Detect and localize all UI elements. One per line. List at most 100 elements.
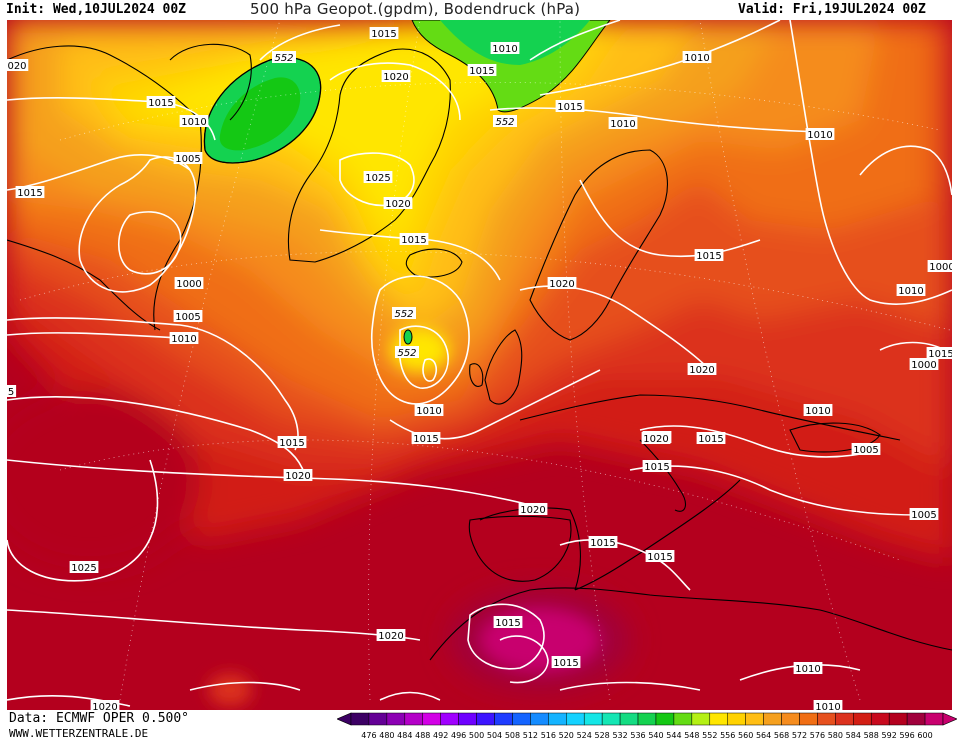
- isobar-label-bg: [277, 436, 307, 448]
- contour-label-bg: [272, 51, 296, 63]
- isobar-label: 1010: [181, 117, 206, 128]
- isobar-label-bg: [803, 404, 833, 416]
- scale-arrow-low: [337, 712, 352, 726]
- scale-swatch: [637, 712, 657, 726]
- isobar-label-bg: [518, 503, 548, 515]
- valid-time-label: Valid: Fri,19JUL2024 00Z: [738, 2, 926, 17]
- scale-swatch: [458, 712, 477, 726]
- isobar-label: 1020: [285, 471, 310, 482]
- isobar-label-bg: [813, 700, 843, 710]
- scale-swatch: [781, 712, 800, 726]
- scale-tick-label: 600: [917, 731, 932, 740]
- contour-labels: 552 552 552 552: [272, 51, 517, 359]
- isobar-label-bg: [490, 42, 520, 54]
- isobar-label: 1020: [92, 702, 117, 710]
- scale-swatch: [691, 712, 711, 726]
- isobar-label-bg: [645, 550, 675, 562]
- isobar-label: 1010: [610, 119, 635, 130]
- scale-tick-label: 488: [415, 731, 430, 740]
- isobar-label: 1000: [176, 279, 201, 290]
- isobar-label: 1020: [549, 279, 574, 290]
- isobar-label: 1010: [416, 406, 441, 417]
- isobar-label-bg: [682, 51, 712, 63]
- scale-tick-label: 508: [505, 731, 520, 740]
- contour-label-bg: [493, 115, 517, 127]
- scale-swatch: [422, 712, 441, 726]
- scale-tick-label: 572: [792, 731, 807, 740]
- isobar-label-bg: [7, 59, 29, 71]
- scale-swatch: [512, 712, 531, 726]
- contour-label: 552: [394, 309, 413, 320]
- isobar-label: 1020: [520, 505, 545, 516]
- isobar-label-bg: [896, 284, 926, 296]
- chart-title: 500 hPa Geopot.(gpdm), Bodendruck (hPa): [250, 0, 581, 18]
- italy-coast: [639, 439, 686, 512]
- isobar-label-bg: [555, 100, 585, 112]
- geopotential-contours: [203, 57, 322, 164]
- isobar-label-bg: [15, 186, 45, 198]
- isobar-label-bg: [179, 115, 209, 127]
- isobar-label-bg: [909, 358, 939, 370]
- isobar-label: 1025: [71, 563, 96, 574]
- isobar-label: 1020: [383, 72, 408, 83]
- africa-coast: [429, 587, 952, 661]
- isobar-label-bg: [805, 128, 835, 140]
- scale-tick-label: 520: [559, 731, 574, 740]
- scale-swatch: [530, 712, 549, 726]
- isobar-label-bg: [69, 561, 99, 573]
- isobar-label: 1015: [696, 251, 721, 262]
- scale-swatch: [835, 712, 854, 726]
- isobar-label: 1015: [647, 552, 672, 563]
- greenland-coast: [287, 48, 451, 263]
- isobar-label-bg: [383, 197, 413, 209]
- scale-tick-label: 500: [469, 731, 484, 740]
- contour-label: 552: [495, 117, 514, 128]
- scandinavia-coast: [529, 149, 668, 341]
- isobar-label: 1015: [279, 438, 304, 449]
- scale-swatch: [888, 712, 908, 726]
- contour-label-bg: [392, 307, 416, 319]
- isobar-label-bg: [926, 347, 952, 359]
- site-url[interactable]: WWW.WETTERZENTRALE.DE: [9, 727, 149, 740]
- scale-tick-label: 504: [487, 731, 502, 740]
- isobar-label-bg: [7, 385, 17, 397]
- isobar-label: 1020: [378, 631, 403, 642]
- scale-tick-label: 540: [648, 731, 663, 740]
- isobar-label-bg: [381, 70, 411, 82]
- scale-tick-label: 496: [451, 731, 466, 740]
- isobar-label: 1020: [385, 199, 410, 210]
- contour-label: 552: [397, 348, 416, 359]
- scale-swatch: [368, 712, 388, 726]
- isobar-label-bg: [551, 656, 581, 668]
- isobar-label-bg: [173, 310, 203, 322]
- scale-tick-label: 544: [666, 731, 681, 740]
- isobar-label: 1000: [929, 262, 952, 273]
- isobar-label-bg: [174, 277, 204, 289]
- scale-swatch: [799, 712, 818, 726]
- scale-swatch: [350, 712, 370, 726]
- scale-swatch: [601, 712, 621, 726]
- isobar-label-bg: [173, 152, 203, 164]
- contour-label-bg: [395, 346, 419, 358]
- scale-swatch: [745, 712, 764, 726]
- isobar-label-bg: [909, 508, 939, 520]
- isobar-label-bg: [363, 171, 393, 183]
- scale-swatch: [548, 712, 567, 726]
- scale-tick-label: 556: [720, 731, 735, 740]
- isobar-label-bg: [851, 443, 881, 455]
- isobar-label-bg: [399, 233, 429, 245]
- scale-tick-label: 576: [810, 731, 825, 740]
- isobar-label: 1025: [365, 173, 390, 184]
- scale-tick-label: 548: [684, 731, 699, 740]
- isobar-label: 1005: [175, 312, 200, 323]
- scale-tick-label: 596: [899, 731, 914, 740]
- scale-swatch: [619, 712, 639, 726]
- isobar-label: 1015: [553, 658, 578, 669]
- scale-tick-label: 584: [846, 731, 861, 740]
- isobar-label: 1010: [805, 406, 830, 417]
- scale-tick-label: 484: [397, 731, 412, 740]
- isobar-label: 1020: [643, 434, 668, 445]
- scale-tick-label: 476: [361, 731, 376, 740]
- isobar-label-bg: [588, 536, 618, 548]
- isobar-label: 1015: [928, 349, 952, 360]
